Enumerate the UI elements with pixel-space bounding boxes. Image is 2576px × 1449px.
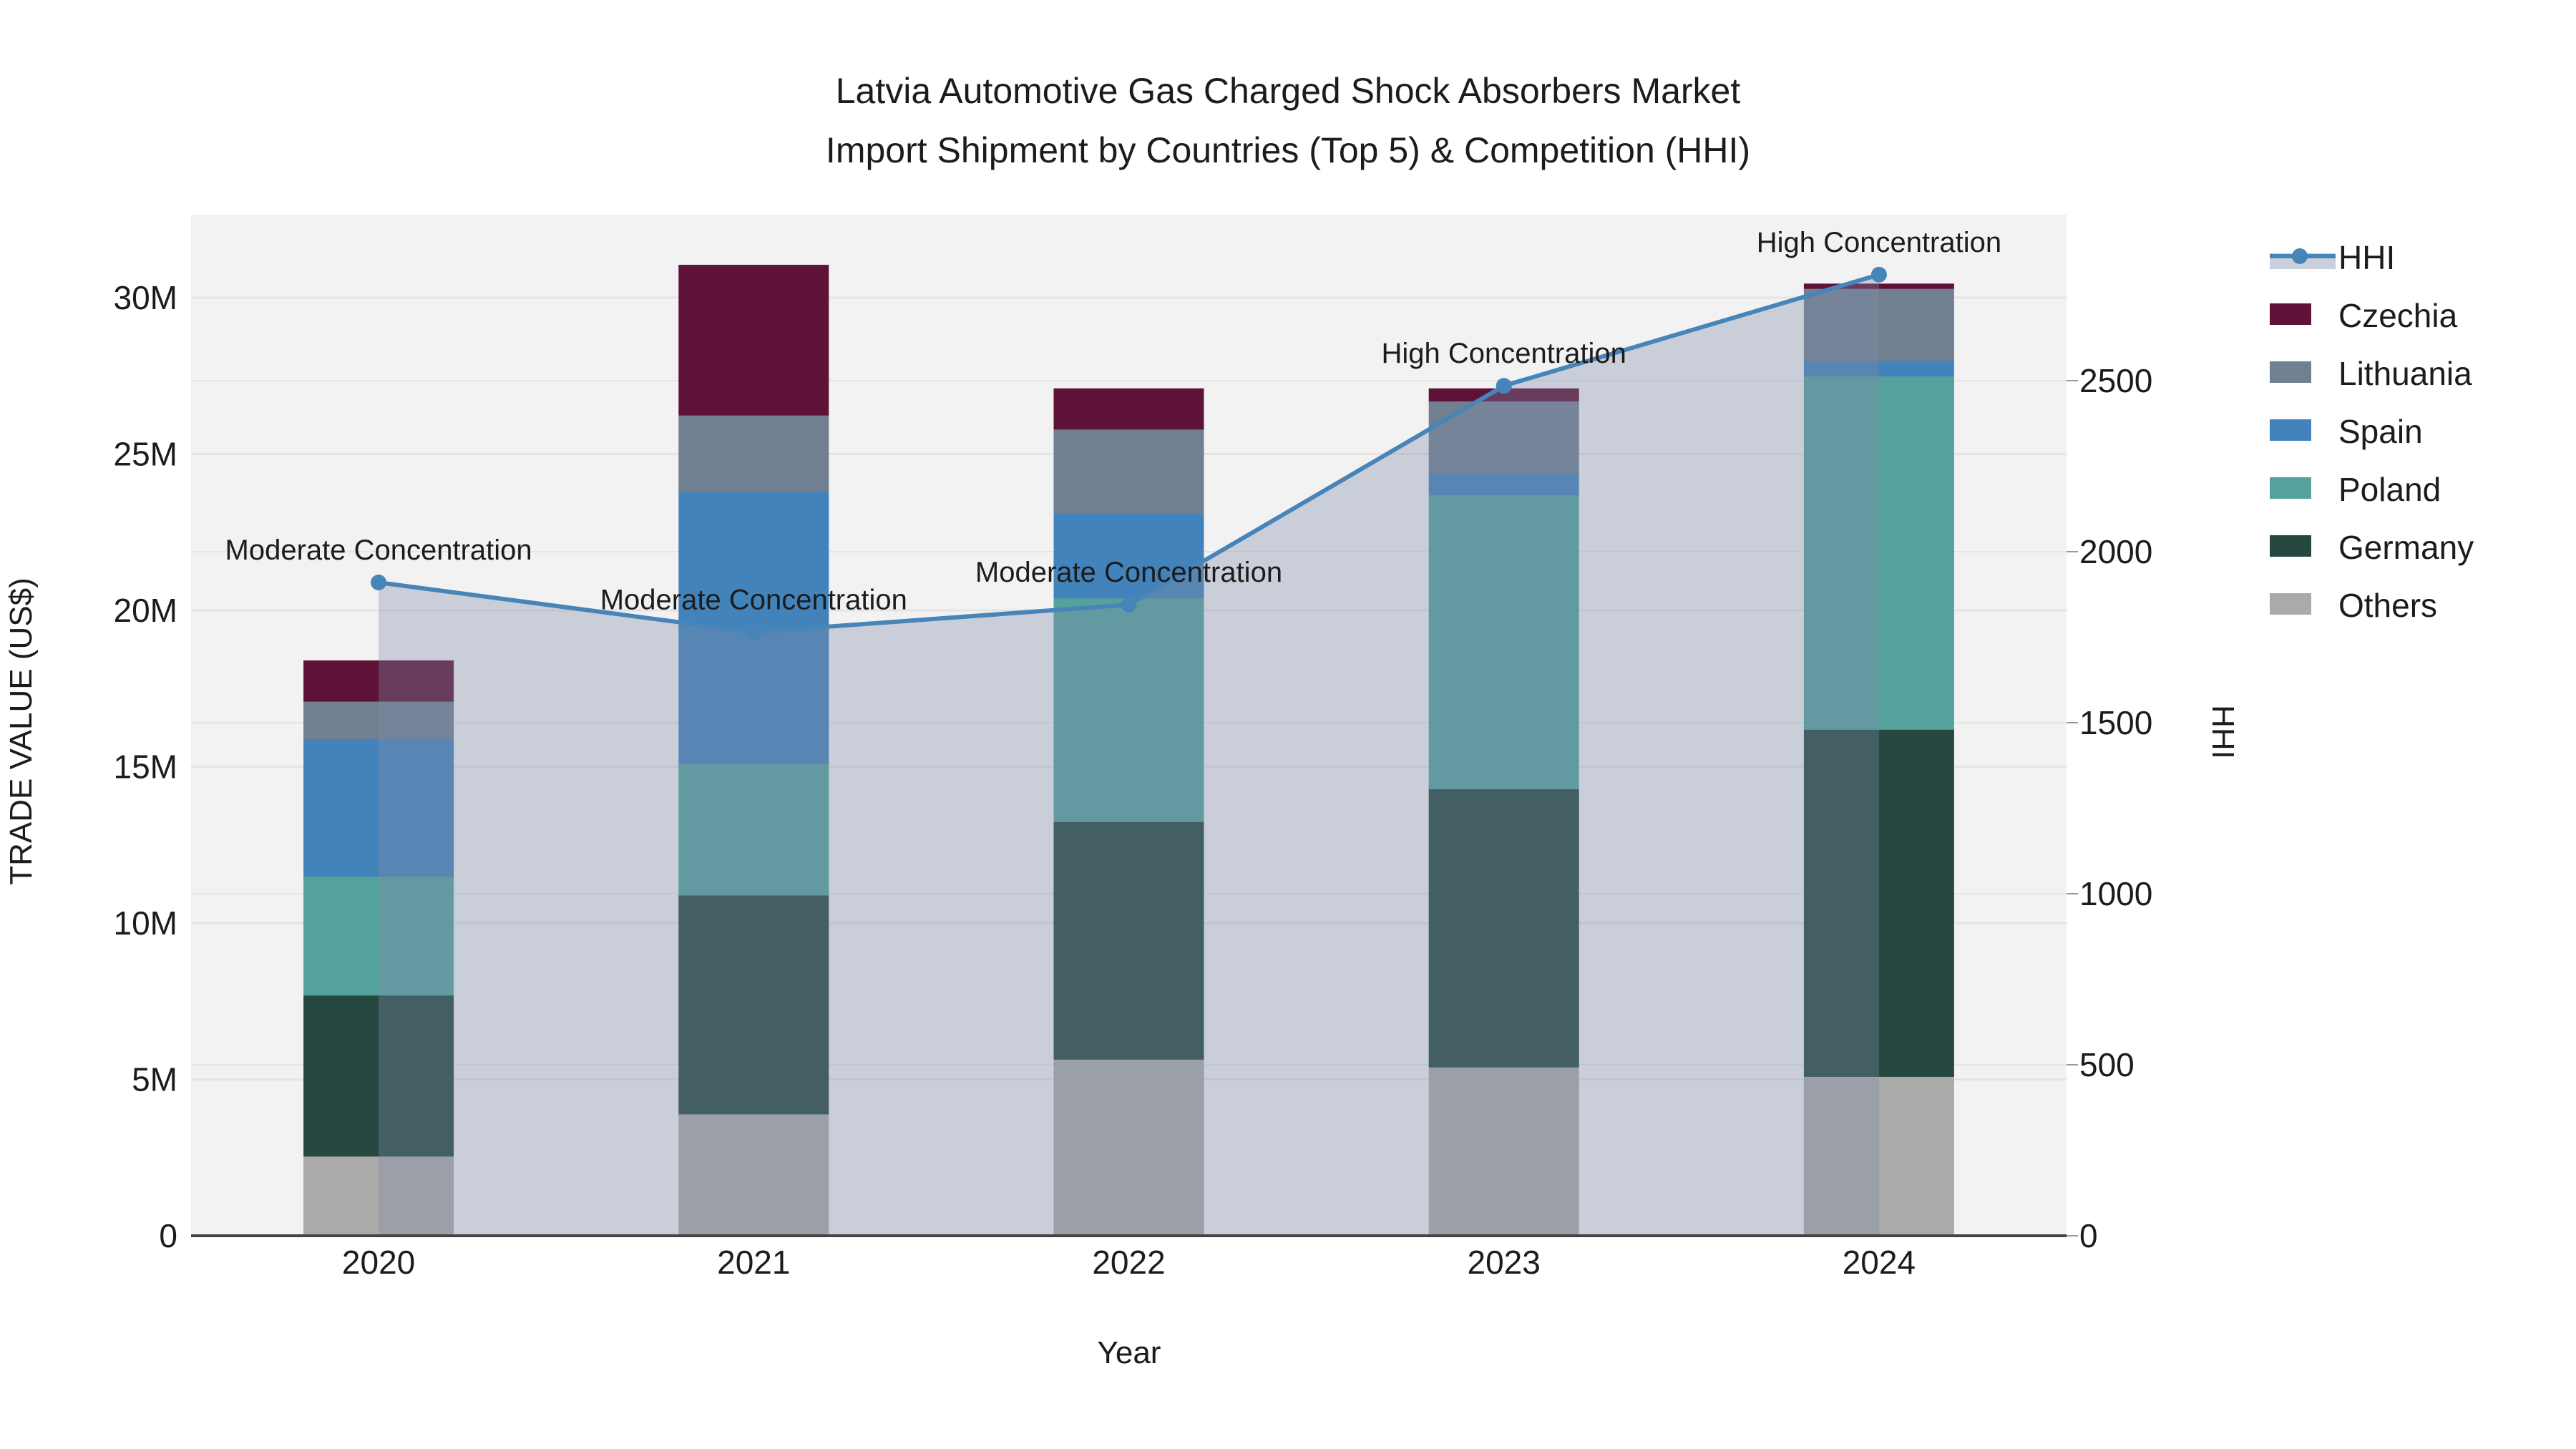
legend-label-hhi: HHI — [2338, 239, 2395, 276]
bar-segment-spain-2024[interactable] — [1803, 360, 1954, 377]
legend: HHI Czechia Lithuania Spain Poland Germany Oth… — [2270, 239, 2474, 624]
legend-label-others: Others — [2338, 587, 2437, 624]
chart-title-line1: Latvia Automotive Gas Charged Shock Abso… — [836, 71, 1741, 111]
bar-segment-poland-2022[interactable] — [1053, 597, 1204, 822]
legend-swatch-poland — [2270, 477, 2311, 499]
bar-segment-others-2020[interactable] — [303, 1156, 454, 1236]
y-axis-right-tick-1500: 1500 — [2079, 704, 2152, 741]
y-axis-left-tick-0: 0 — [159, 1217, 177, 1254]
y-axis-left-tick-25M: 25M — [114, 436, 177, 473]
x-axis-label-2020: 2020 — [342, 1244, 415, 1281]
y-axis-right-tick-0: 0 — [2079, 1217, 2098, 1254]
legend-item-spain[interactable]: Spain — [2270, 413, 2423, 450]
legend-swatch-others — [2270, 593, 2311, 615]
legend-item-czechia[interactable]: Czechia — [2270, 297, 2458, 334]
hhi-marker-2024[interactable] — [1870, 266, 1887, 283]
bar-segment-others-2024[interactable] — [1803, 1076, 1954, 1236]
y-axis-right-tick-2000: 2000 — [2079, 533, 2152, 570]
bar-segment-germany-2023[interactable] — [1428, 789, 1579, 1068]
y-axis-right-title: HHI — [2205, 705, 2240, 759]
bar-segment-spain-2023[interactable] — [1428, 472, 1579, 496]
x-axis-label-2021: 2021 — [717, 1244, 790, 1281]
legend-item-others[interactable]: Others — [2270, 587, 2437, 624]
annotation-2022: Moderate Concentration — [975, 557, 1282, 588]
legend-swatch-germany — [2270, 535, 2311, 557]
bar-segment-poland-2023[interactable] — [1428, 494, 1579, 789]
bar-segment-czechia-2024[interactable] — [1803, 283, 1954, 289]
legend-swatch-spain — [2270, 419, 2311, 441]
legend-label-poland: Poland — [2338, 471, 2441, 508]
hhi-marker-2022[interactable] — [1121, 597, 1137, 613]
hhi-marker-2020[interactable] — [371, 575, 387, 591]
bar-segment-germany-2021[interactable] — [678, 894, 829, 1115]
y-axis-right-tick-2500: 2500 — [2079, 362, 2152, 399]
bar-segment-lithuania-2022[interactable] — [1053, 429, 1204, 514]
bar-segment-poland-2021[interactable] — [678, 763, 829, 896]
bar-segment-spain-2022[interactable] — [1053, 513, 1204, 599]
y-axis-left-tick-30M: 30M — [114, 279, 177, 316]
bar-segment-others-2021[interactable] — [678, 1113, 829, 1236]
bar-segment-czechia-2022[interactable] — [1053, 388, 1204, 430]
y-axis-right-tick-500: 500 — [2079, 1046, 2135, 1083]
legend-item-poland[interactable]: Poland — [2270, 471, 2441, 508]
x-axis-title: Year — [1098, 1335, 1161, 1370]
annotation-2020: Moderate Concentration — [225, 535, 532, 566]
annotation-2024: High Concentration — [1757, 227, 2001, 258]
bar-segment-poland-2024[interactable] — [1803, 376, 1954, 730]
bar-segment-germany-2022[interactable] — [1053, 821, 1204, 1060]
bar-segment-czechia-2023[interactable] — [1428, 388, 1579, 402]
bar-segment-germany-2020[interactable] — [303, 995, 454, 1157]
hhi-marker-2021[interactable] — [746, 624, 762, 640]
bar-segment-lithuania-2024[interactable] — [1803, 288, 1954, 361]
y-axis-left-tick-10M: 10M — [114, 904, 177, 942]
legend-label-germany: Germany — [2338, 529, 2474, 566]
x-axis-label-2022: 2022 — [1092, 1244, 1165, 1281]
legend-hhi-marker-swatch — [2292, 248, 2308, 264]
bar-segment-czechia-2020[interactable] — [303, 660, 454, 702]
bar-segment-lithuania-2020[interactable] — [303, 701, 454, 739]
legend-label-lithuania: Lithuania — [2338, 355, 2472, 392]
annotation-2021: Moderate Concentration — [600, 584, 907, 615]
hhi-marker-2023[interactable] — [1496, 378, 1512, 394]
bar-segment-czechia-2021[interactable] — [678, 265, 829, 416]
legend-label-spain: Spain — [2338, 413, 2423, 450]
chart-title-line2: Import Shipment by Countries (Top 5) & C… — [826, 130, 1750, 170]
legend-item-lithuania[interactable]: Lithuania — [2270, 355, 2472, 392]
x-axis-label-2024: 2024 — [1843, 1244, 1916, 1281]
bar-segment-others-2023[interactable] — [1428, 1067, 1579, 1236]
y-axis-left-tick-15M: 15M — [114, 748, 177, 786]
legend-label-czechia: Czechia — [2338, 297, 2458, 334]
bar-segment-spain-2020[interactable] — [303, 738, 454, 877]
legend-item-hhi[interactable]: HHI — [2270, 239, 2395, 276]
y-axis-left-tick-5M: 5M — [132, 1061, 177, 1098]
legend-swatch-czechia — [2270, 303, 2311, 325]
y-axis-right-tick-1000: 1000 — [2079, 875, 2152, 912]
bar-segment-poland-2020[interactable] — [303, 876, 454, 996]
x-axis-label-2023: 2023 — [1468, 1244, 1541, 1281]
y-axis-left-title: TRADE VALUE (US$) — [4, 577, 39, 885]
bar-segment-others-2022[interactable] — [1053, 1059, 1204, 1236]
hhi-area-fill — [379, 274, 1879, 1236]
annotation-2023: High Concentration — [1381, 338, 1626, 369]
y-axis-left-tick-20M: 20M — [114, 592, 177, 629]
legend-swatch-lithuania — [2270, 361, 2311, 383]
legend-item-germany[interactable]: Germany — [2270, 529, 2474, 566]
bar-segment-germany-2024[interactable] — [1803, 729, 1954, 1077]
bar-segment-lithuania-2021[interactable] — [678, 414, 829, 492]
